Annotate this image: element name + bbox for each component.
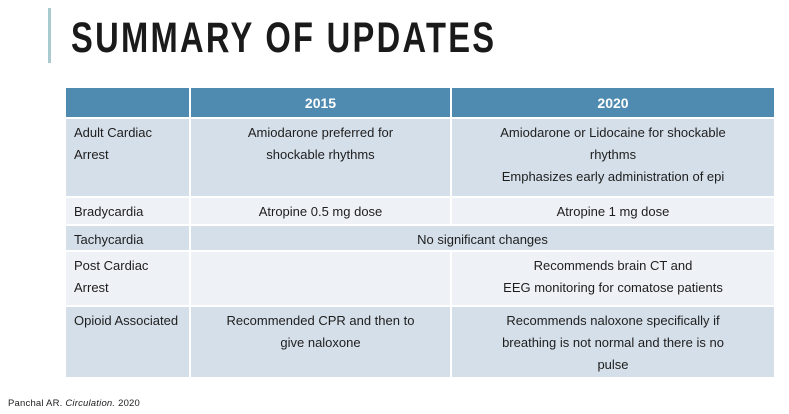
cell-adult-cardiac-arrest-2015: Amiodarone preferred for shockable rhyth…	[191, 119, 450, 196]
table-header-empty	[66, 88, 189, 117]
citation: Panchal AR. Circulation. 2020	[8, 398, 140, 409]
row-label-bradycardia: Bradycardia	[66, 198, 189, 224]
row-label-post-cardiac-arrest: Post Cardiac Arrest	[66, 252, 189, 305]
cell-bradycardia-2015: Atropine 0.5 mg dose	[191, 198, 450, 224]
table-header-2015: 2015	[191, 88, 450, 117]
cell-post-cardiac-arrest-2015	[191, 252, 450, 305]
cell-post-cardiac-arrest-2020: Recommends brain CT and EEG monitoring f…	[452, 252, 774, 305]
cell-bradycardia-2020: Atropine 1 mg dose	[452, 198, 774, 224]
citation-journal: Circulation.	[65, 398, 116, 409]
table-header-2020: 2020	[452, 88, 774, 117]
comparison-table: 2015 2020 Adult Cardiac Arrest Amiodaron…	[66, 88, 774, 377]
row-label-opioid-associated: Opioid Associated	[66, 307, 189, 377]
cell-tachycardia-merged: No significant changes	[191, 226, 774, 250]
cell-opioid-associated-2020: Recommends naloxone specifically if brea…	[452, 307, 774, 377]
citation-year: 2020	[115, 398, 141, 409]
row-label-adult-cardiac-arrest: Adult Cardiac Arrest	[66, 119, 189, 196]
cell-adult-cardiac-arrest-2020: Amiodarone or Lidocaine for shockable rh…	[452, 119, 774, 196]
cell-opioid-associated-2015: Recommended CPR and then to give naloxon…	[191, 307, 450, 377]
citation-author: Panchal AR.	[8, 398, 66, 409]
slide-title: SUMMARY OF UPDATES	[71, 14, 497, 62]
row-label-tachycardia: Tachycardia	[66, 226, 189, 250]
title-accent-bar	[48, 8, 51, 63]
